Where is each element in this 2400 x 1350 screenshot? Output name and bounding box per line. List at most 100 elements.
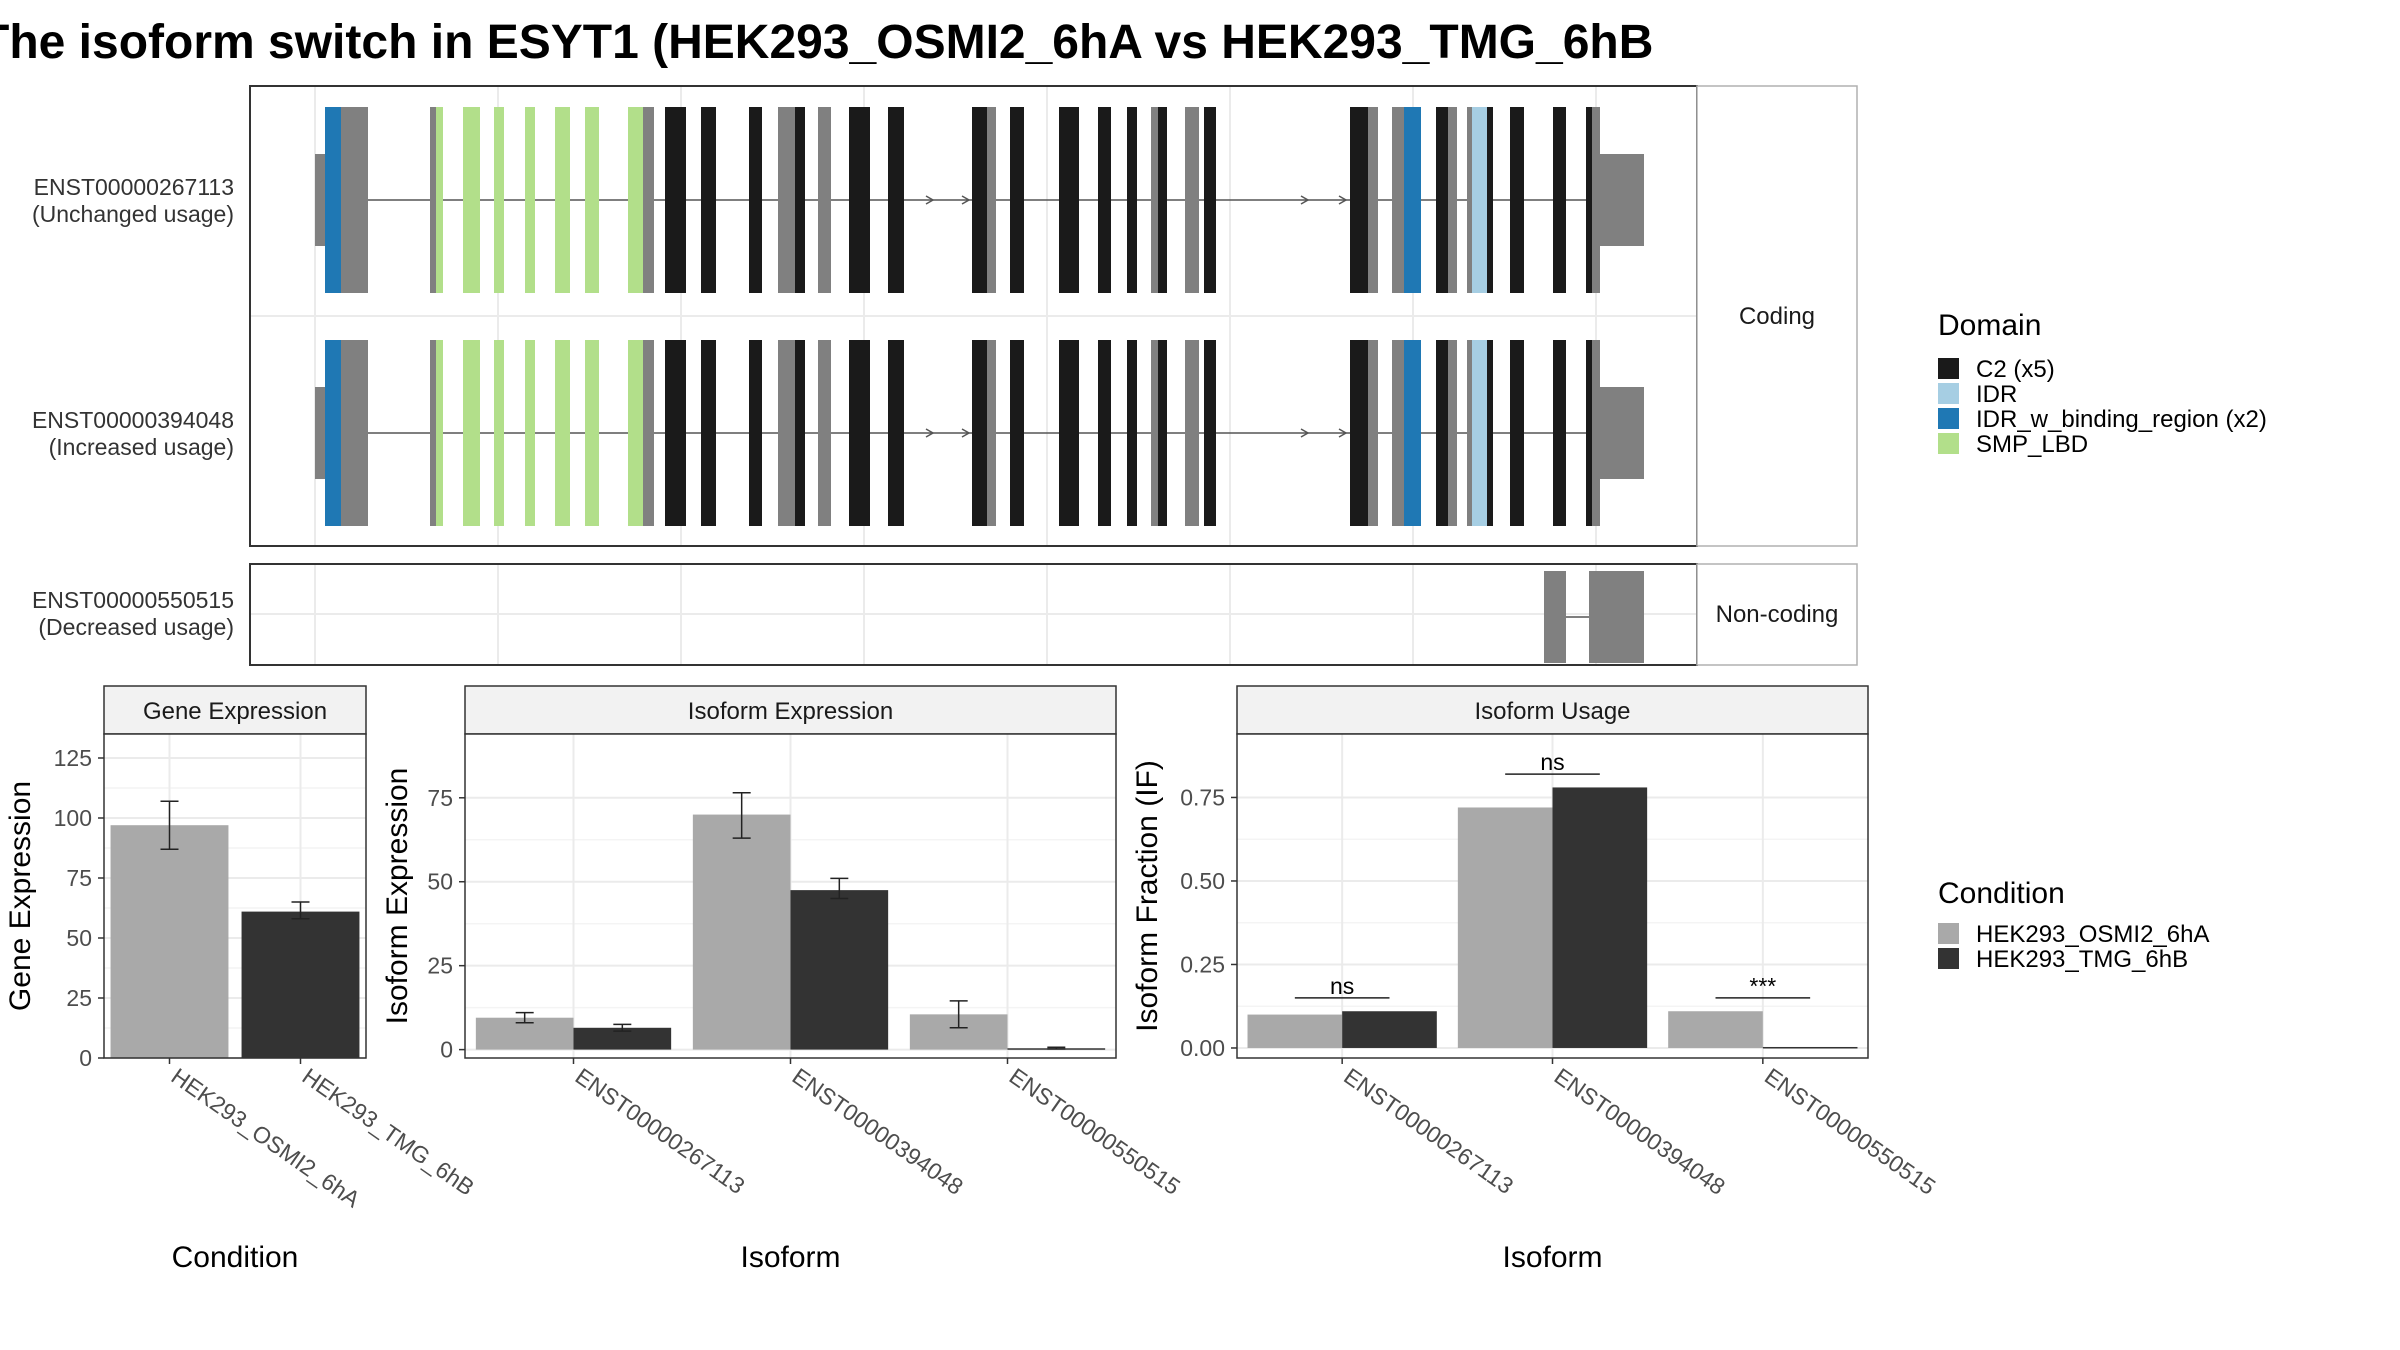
exon-block [1392,107,1404,293]
domain-block-c2 [749,107,762,293]
bar [790,890,889,1050]
exon-block [818,107,831,293]
y-tick-label: 0.75 [1180,784,1225,810]
utr-block [315,387,325,479]
y-tick-label: 0.50 [1180,868,1225,894]
y-tick-label: 0 [440,1037,453,1063]
y-tick-label: 25 [66,985,92,1011]
bar [1247,1014,1343,1048]
transcript-track-ENST00000550515 [1544,571,1644,663]
legend-label: HEK293_TMG_6hB [1976,946,2188,973]
panel-title: Isoform Expression [688,698,893,725]
domain-block-c2 [701,340,716,526]
legend-key [1938,948,1959,969]
x-axis-title: Isoform [740,1241,840,1274]
isoform-expression-panel: Isoform Expression 0 25 50 75 ENST00000267113… [381,685,1185,1274]
domain-block-c2 [972,107,987,293]
exon-block [1589,571,1644,663]
transcript-track-ENST00000394048 [315,340,1644,526]
domain-block-smp-lbd [494,107,504,293]
domain-block-c2 [972,340,987,526]
bar [1342,1011,1437,1048]
x-tick-label: ENST00000550515 [1005,1063,1185,1200]
exon-block [1467,107,1472,293]
bar [1552,787,1648,1048]
domain-block-c2 [1586,340,1592,526]
bar [573,1027,672,1050]
direction-arrow [925,428,935,438]
exon-block [778,107,795,293]
domain-block-idr-binding [325,107,341,293]
domain-block-smp-lbd [555,107,570,293]
domain-block-c2 [1553,107,1566,293]
significance-label: ns [1330,973,1354,999]
x-tick-label: ENST00000550515 [1760,1063,1940,1200]
exon-block [1151,107,1158,293]
transcript-track-ENST00000267113 [315,107,1644,293]
domain-block-c2 [1204,340,1216,526]
direction-arrow [1300,428,1310,438]
significance-label: *** [1749,973,1776,999]
exon-block [1185,107,1199,293]
exon-block [1392,340,1404,526]
y-tick-label: 125 [54,745,92,771]
domain-block-c2 [1487,107,1493,293]
legend-key [1938,383,1959,404]
exon-block [778,340,795,526]
legend-key [1938,433,1959,454]
exon-block [1544,571,1566,663]
exon-block [341,340,368,526]
domain-block-c2 [1158,340,1167,526]
y-tick-label: 50 [427,869,453,895]
exon-block [1448,340,1457,526]
domain-block-idr-binding [1404,107,1421,293]
utr-block [315,154,325,246]
y-tick-label: 0.25 [1180,951,1225,977]
domain-block-c2 [795,340,805,526]
structure-grid [250,564,1697,665]
domain-block-c2 [1436,107,1448,293]
exon-block [987,107,996,293]
domain-block-c2 [749,340,762,526]
domain-block-c2 [1127,340,1137,526]
domain-block-smp-lbd [628,107,643,293]
facet-strip [1236,685,1869,735]
exon-block [1592,107,1600,293]
domain-block-c2 [888,107,904,293]
y-tick-label: 50 [66,925,92,951]
domain-block-c2 [665,340,686,526]
domain-block-idr [1472,107,1487,293]
facet-label-coding: Coding [1739,303,1815,330]
x-axis-title: Isoform [1502,1241,1602,1274]
domain-block-c2 [665,107,686,293]
y-axis-title: Isoform Fraction (IF) [1131,760,1164,1032]
exon-block [1592,340,1600,526]
x-axis-title: Condition [172,1241,299,1274]
exon-block [1368,340,1378,526]
track-id-label: ENST00000550515 [32,587,234,613]
track-usage-label: (Unchanged usage) [32,201,234,227]
x-tick-label: ENST00000267113 [1339,1063,1518,1199]
significance-label: ns [1540,749,1564,775]
domain-block-smp-lbd [525,340,535,526]
domain-block-c2 [1586,107,1592,293]
y-tick-label: 0.00 [1180,1035,1225,1061]
domain-block-smp-lbd [494,340,504,526]
domain-block-c2 [1510,340,1524,526]
domain-block-smp-lbd [585,107,599,293]
domain-block-c2 [1204,107,1216,293]
domain-block-c2 [888,340,904,526]
track-id-label: ENST00000267113 [34,174,234,200]
facet-label-noncoding: Non-coding [1716,601,1839,628]
direction-arrow [1338,428,1348,438]
y-tick-label: 0 [79,1045,92,1071]
facet-strip [103,685,367,735]
y-axis-title: Gene Expression [4,781,37,1011]
structure-noncoding-panel [249,563,1698,666]
x-tick-label: ENST00000394048 [788,1063,968,1200]
bar [241,911,360,1058]
bar [1762,1046,1858,1049]
legend-key [1938,358,1959,379]
